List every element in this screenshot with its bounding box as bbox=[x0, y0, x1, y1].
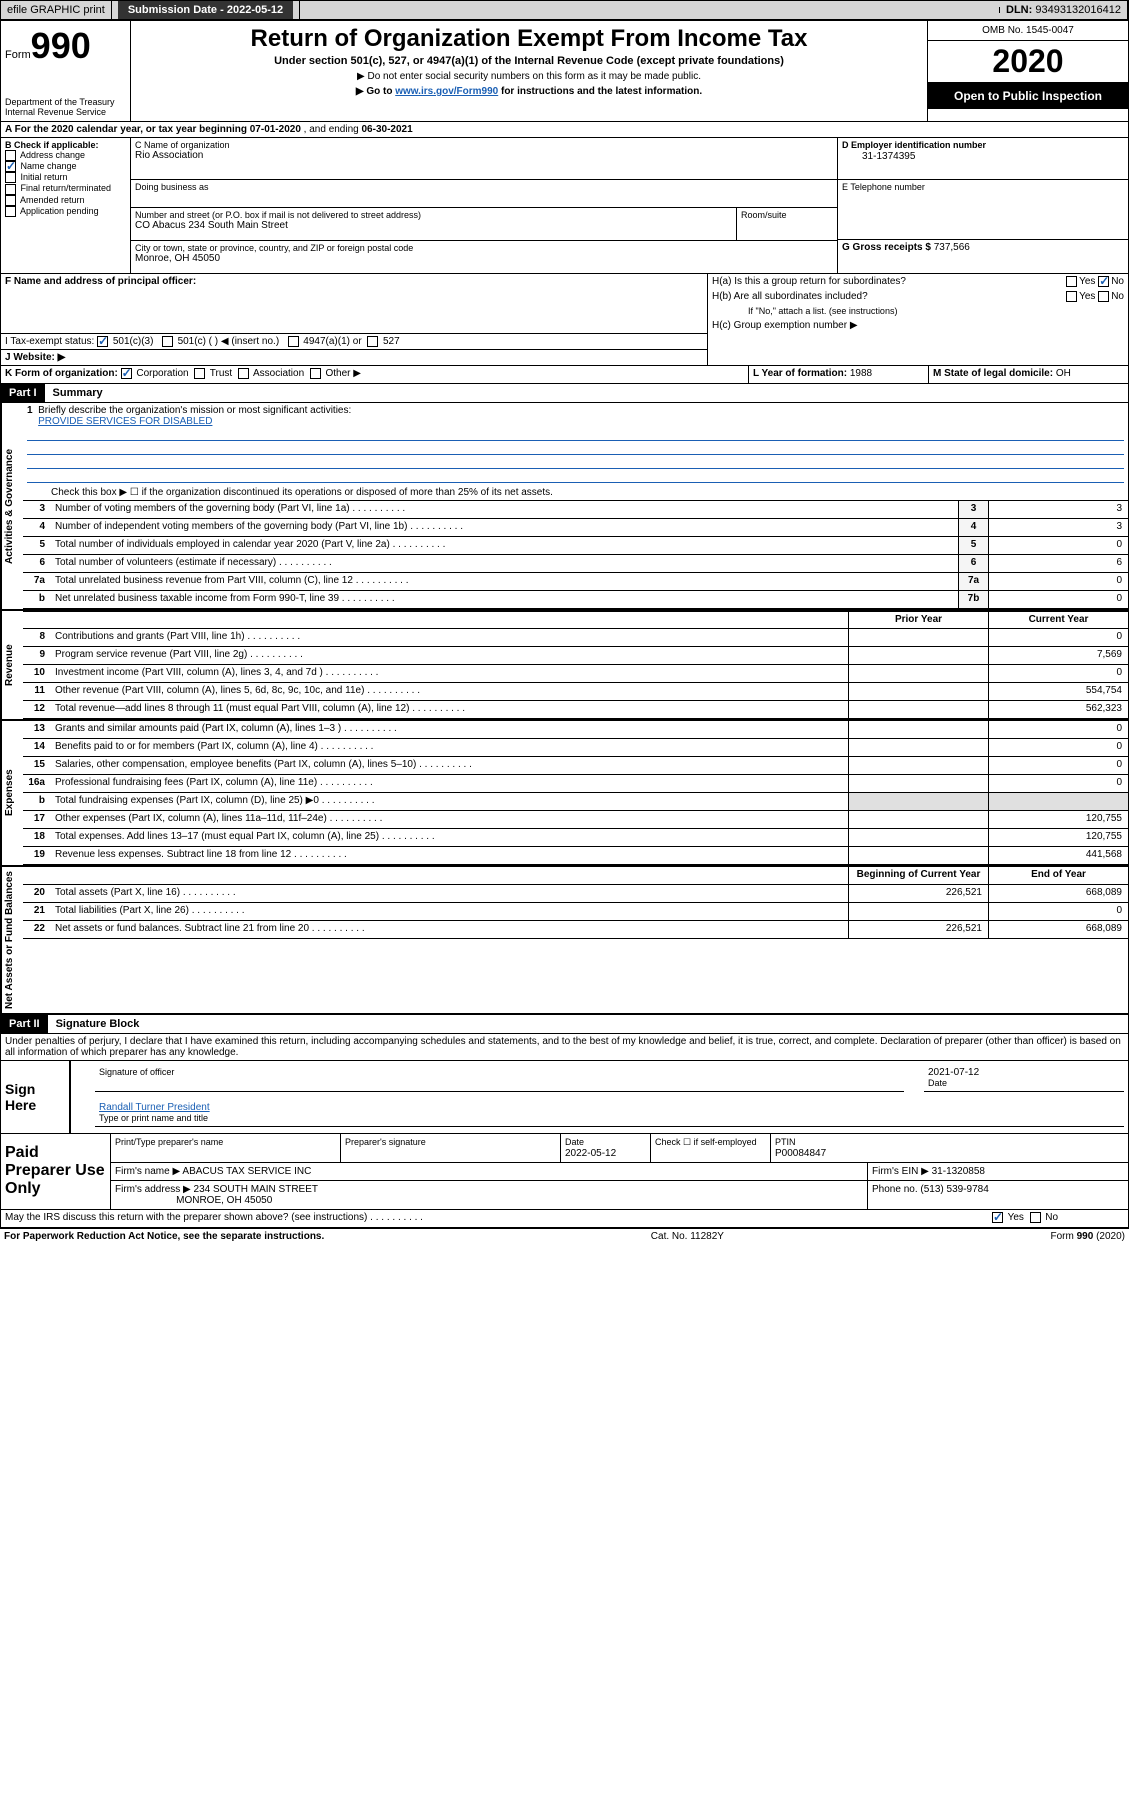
summary-line: 12 Total revenue—add lines 8 through 11 … bbox=[23, 701, 1128, 719]
part2-header: Part II Signature Block bbox=[1, 1015, 1128, 1034]
org-name: Rio Association bbox=[135, 150, 833, 161]
fgh-row: F Name and address of principal officer:… bbox=[1, 274, 1128, 366]
sign-block: Sign Here Signature of officer 2021-07-1… bbox=[1, 1061, 1128, 1134]
omb-number: OMB No. 1545-0047 bbox=[928, 21, 1128, 41]
summary-line: 17 Other expenses (Part IX, column (A), … bbox=[23, 811, 1128, 829]
klm-row: K Form of organization: Corporation Trus… bbox=[1, 366, 1128, 384]
form-title: Return of Organization Exempt From Incom… bbox=[135, 25, 923, 53]
section-j: J Website: ▶ bbox=[1, 350, 707, 365]
section-h: H(a) Is this a group return for subordin… bbox=[708, 274, 1128, 365]
part1-header: Part I Summary bbox=[1, 384, 1128, 403]
summary-line: b Total fundraising expenses (Part IX, c… bbox=[23, 793, 1128, 811]
summary-line: 10 Investment income (Part VIII, column … bbox=[23, 665, 1128, 683]
form-main: Form990 Department of the TreasuryIntern… bbox=[0, 20, 1129, 1229]
submission-button[interactable]: Submission Date - 2022-05-12 bbox=[118, 1, 293, 19]
title-right: OMB No. 1545-0047 2020 Open to Public In… bbox=[928, 21, 1128, 121]
perjury-text: Under penalties of perjury, I declare th… bbox=[1, 1034, 1128, 1061]
header-spacer bbox=[300, 7, 1000, 13]
note1: ▶ Do not enter social security numbers o… bbox=[135, 71, 923, 82]
summary-line: 13 Grants and similar amounts paid (Part… bbox=[23, 721, 1128, 739]
dln-cell: DLN: 93493132016412 bbox=[1000, 1, 1128, 19]
tax-year: 2020 bbox=[928, 41, 1128, 83]
checkbox-527[interactable] bbox=[367, 336, 378, 347]
summary-line: 11 Other revenue (Part VIII, column (A),… bbox=[23, 683, 1128, 701]
form990-link[interactable]: www.irs.gov/Form990 bbox=[395, 86, 498, 97]
bc-row: B Check if applicable: Address change Na… bbox=[1, 138, 1128, 274]
summary-line: 20 Total assets (Part X, line 16) 226,52… bbox=[23, 885, 1128, 903]
section-b: B Check if applicable: Address change Na… bbox=[1, 138, 131, 273]
summary-line: 18 Total expenses. Add lines 13–17 (must… bbox=[23, 829, 1128, 847]
checkbox-assoc[interactable] bbox=[238, 368, 249, 379]
section-deg: D Employer identification number 31-1374… bbox=[838, 138, 1128, 273]
checkbox-app-pending[interactable] bbox=[5, 206, 16, 217]
summary-line: 22 Net assets or fund balances. Subtract… bbox=[23, 921, 1128, 939]
summary-line: 21 Total liabilities (Part X, line 26) 0 bbox=[23, 903, 1128, 921]
header-bar: efile GRAPHIC print Submission Date - 20… bbox=[0, 0, 1129, 20]
checkbox-ha-yes[interactable] bbox=[1066, 276, 1077, 287]
checkbox-initial-return[interactable] bbox=[5, 172, 16, 183]
ein: 31-1374395 bbox=[842, 151, 915, 162]
street-address: CO Abacus 234 South Main Street bbox=[135, 220, 732, 231]
checkbox-name-change[interactable] bbox=[5, 161, 16, 172]
checkbox-501c[interactable] bbox=[162, 336, 173, 347]
gross-receipts: 737,566 bbox=[934, 242, 970, 253]
footer: For Paperwork Reduction Act Notice, see … bbox=[0, 1229, 1129, 1244]
summary-line: 4 Number of independent voting members o… bbox=[23, 519, 1128, 537]
efile-label: efile GRAPHIC print bbox=[1, 1, 112, 19]
checkbox-4947[interactable] bbox=[288, 336, 299, 347]
submission-cell: Submission Date - 2022-05-12 bbox=[112, 1, 300, 19]
mission-text: PROVIDE SERVICES FOR DISABLED bbox=[38, 416, 212, 427]
revenue-block: Revenue Prior Year Current Year 8 Contri… bbox=[1, 611, 1128, 721]
netassets-block: Net Assets or Fund Balances Beginning of… bbox=[1, 867, 1128, 1015]
summary-line: 19 Revenue less expenses. Subtract line … bbox=[23, 847, 1128, 865]
summary-line: b Net unrelated business taxable income … bbox=[23, 591, 1128, 609]
signer-name: Randall Turner President bbox=[99, 1102, 210, 1113]
preparer-block: Paid Preparer Use Only Print/Type prepar… bbox=[1, 1134, 1128, 1210]
checkbox-ha-no[interactable] bbox=[1098, 276, 1109, 287]
summary-line: 15 Salaries, other compensation, employe… bbox=[23, 757, 1128, 775]
line2: Check this box ▶ ☐ if the organization d… bbox=[23, 485, 1128, 501]
checkbox-discuss-no[interactable] bbox=[1030, 1212, 1041, 1223]
summary-line: 14 Benefits paid to or for members (Part… bbox=[23, 739, 1128, 757]
section-c: C Name of organization Rio Association D… bbox=[131, 138, 838, 273]
summary-line: 16a Professional fundraising fees (Part … bbox=[23, 775, 1128, 793]
summary-line: 3 Number of voting members of the govern… bbox=[23, 501, 1128, 519]
summary-line: 8 Contributions and grants (Part VIII, l… bbox=[23, 629, 1128, 647]
note2: ▶ Go to www.irs.gov/Form990 for instruct… bbox=[135, 86, 923, 97]
city-state-zip: Monroe, OH 45050 bbox=[135, 253, 833, 264]
form-number-cell: Form990 Department of the TreasuryIntern… bbox=[1, 21, 131, 121]
checkbox-trust[interactable] bbox=[194, 368, 205, 379]
title-center: Return of Organization Exempt From Incom… bbox=[131, 21, 928, 121]
checkbox-discuss-yes[interactable] bbox=[992, 1212, 1003, 1223]
discuss-row: May the IRS discuss this return with the… bbox=[1, 1210, 1128, 1228]
section-a: A For the 2020 calendar year, or tax yea… bbox=[1, 122, 1128, 138]
checkbox-final-return[interactable] bbox=[5, 184, 16, 195]
section-i: I Tax-exempt status: 501(c)(3) 501(c) ( … bbox=[1, 334, 707, 350]
form-subtitle: Under section 501(c), 527, or 4947(a)(1)… bbox=[135, 55, 923, 67]
checkbox-amended[interactable] bbox=[5, 195, 16, 206]
summary-line: 7a Total unrelated business revenue from… bbox=[23, 573, 1128, 591]
checkbox-hb-no[interactable] bbox=[1098, 291, 1109, 302]
title-row: Form990 Department of the TreasuryIntern… bbox=[1, 21, 1128, 122]
line1: 1 Briefly describe the organization's mi… bbox=[23, 403, 1128, 485]
checkbox-other[interactable] bbox=[310, 368, 321, 379]
checkbox-corp[interactable] bbox=[121, 368, 132, 379]
summary-line: 9 Program service revenue (Part VIII, li… bbox=[23, 647, 1128, 665]
checkbox-501c3[interactable] bbox=[97, 336, 108, 347]
dept-label: Department of the TreasuryInternal Reven… bbox=[5, 97, 126, 117]
open-public-badge: Open to Public Inspection bbox=[928, 83, 1128, 109]
summary-line: 5 Total number of individuals employed i… bbox=[23, 537, 1128, 555]
section-f: F Name and address of principal officer: bbox=[1, 274, 707, 334]
activities-governance-block: Activities & Governance 1 Briefly descri… bbox=[1, 403, 1128, 611]
checkbox-hb-yes[interactable] bbox=[1066, 291, 1077, 302]
expenses-block: Expenses 13 Grants and similar amounts p… bbox=[1, 721, 1128, 867]
summary-line: 6 Total number of volunteers (estimate i… bbox=[23, 555, 1128, 573]
